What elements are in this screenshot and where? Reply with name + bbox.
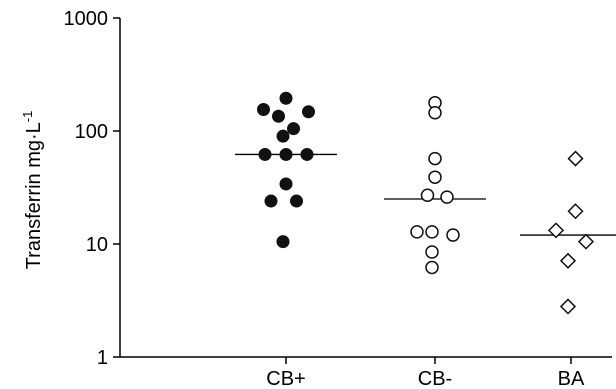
- data-points: [257, 91, 595, 315]
- data-point: [279, 91, 293, 105]
- data-point: [428, 106, 442, 120]
- data-point: [577, 233, 595, 250]
- y-tick-label: 100: [75, 121, 108, 143]
- data-point: [428, 170, 442, 184]
- data-point: [258, 147, 272, 161]
- y-axis-ticks: 1 10 100 1000: [64, 8, 120, 369]
- data-point: [279, 177, 293, 191]
- data-point: [567, 203, 584, 220]
- data-point: [440, 190, 454, 204]
- data-point: [425, 225, 439, 239]
- data-point: [446, 228, 460, 242]
- data-point: [567, 150, 584, 167]
- x-tick-label: BA: [558, 368, 585, 389]
- x-tick-label: CB-: [418, 368, 452, 389]
- data-point: [547, 222, 565, 239]
- data-point: [300, 147, 314, 161]
- data-point: [559, 252, 577, 269]
- data-point: [425, 260, 439, 275]
- y-axis-title-text: Transferrin mg·L: [23, 122, 45, 269]
- data-point: [425, 245, 439, 259]
- y-tick-label: 1: [97, 347, 108, 369]
- data-point: [428, 151, 442, 166]
- data-point: [559, 298, 577, 315]
- data-point: [257, 102, 270, 116]
- data-point: [279, 147, 293, 161]
- data-point: [302, 105, 315, 119]
- data-point: [264, 194, 278, 208]
- data-point: [287, 122, 300, 136]
- data-point: [420, 188, 435, 203]
- data-point: [410, 225, 424, 239]
- y-tick-label: 10: [86, 234, 108, 256]
- x-tick-label: CB+: [266, 368, 305, 389]
- y-tick-label: 1000: [64, 8, 109, 30]
- y-axis-title-superscript: -1: [20, 111, 35, 123]
- data-point: [290, 194, 303, 208]
- y-axis-title: Transferrin mg·L-1: [20, 111, 45, 270]
- data-point: [272, 109, 285, 123]
- axes: [119, 18, 612, 358]
- data-point: [276, 235, 290, 249]
- x-axis-ticks: CB+ CB- BA: [266, 357, 585, 389]
- data-point: [276, 129, 290, 143]
